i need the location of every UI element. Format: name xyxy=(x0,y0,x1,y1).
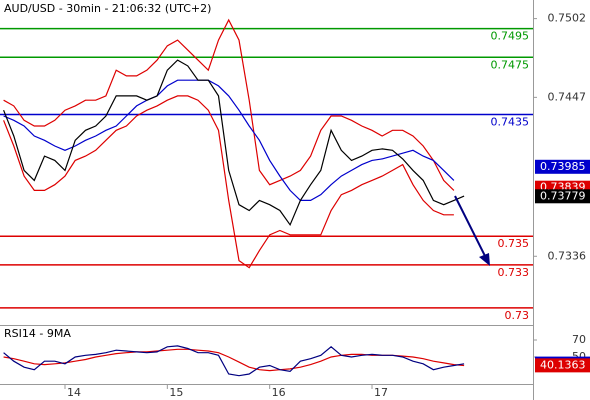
series-line xyxy=(3,95,454,269)
series-line xyxy=(3,59,465,227)
level-label: 0.735 xyxy=(498,237,530,250)
y-tick-label: 0.7502 xyxy=(548,12,587,25)
rsi-title: RSI14 - 9MA xyxy=(4,327,71,340)
y-tick-label: 0.7447 xyxy=(548,90,587,103)
level-label: 0.7475 xyxy=(491,58,530,71)
value-badge-label: 0.73985 xyxy=(540,160,586,173)
arrow-head xyxy=(479,253,490,266)
x-tick-label: 14 xyxy=(67,386,81,399)
value-badge-label: 40.1363 xyxy=(540,358,586,371)
level-label: 0.733 xyxy=(498,266,530,279)
value-badge xyxy=(535,189,590,204)
value-badge xyxy=(535,159,590,174)
chart-title: AUD/USD - 30min - 21:06:32 (UTC+2) xyxy=(4,2,211,15)
series-line xyxy=(3,79,455,201)
level-label: 0.73 xyxy=(505,309,530,322)
level-label: 0.7495 xyxy=(491,30,530,43)
series-line xyxy=(3,18,455,191)
level-label: 0.7435 xyxy=(491,116,530,129)
forecast-arrow xyxy=(454,195,490,266)
y-tick-label: 70 xyxy=(572,333,586,346)
value-badge-label: 0.73779 xyxy=(540,189,586,202)
arrow-shaft xyxy=(454,195,487,259)
x-tick-label: 17 xyxy=(374,386,388,399)
x-tick-label: 15 xyxy=(169,386,183,399)
series-line xyxy=(3,345,465,377)
value-badge xyxy=(535,358,590,373)
y-tick-label: 0.7336 xyxy=(548,249,587,262)
x-tick-label: 16 xyxy=(272,386,286,399)
